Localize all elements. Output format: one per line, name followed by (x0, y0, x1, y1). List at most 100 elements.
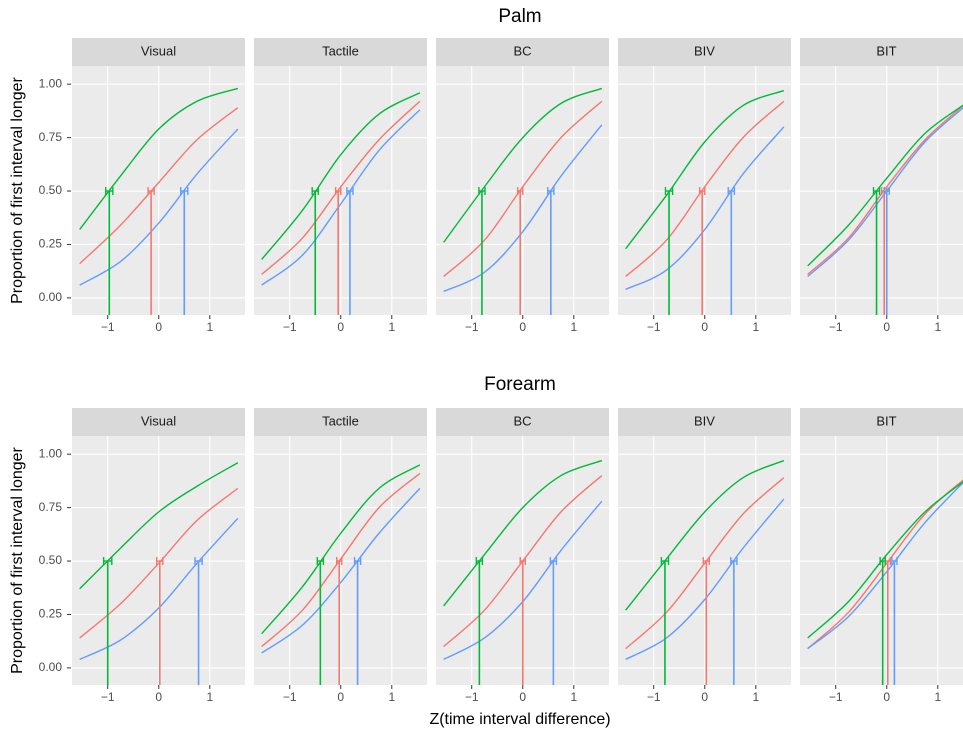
facet-title: Forearm (484, 374, 556, 395)
error-bar (104, 187, 114, 196)
panel: BIV −1 0 1 (618, 38, 791, 334)
curve (79, 107, 239, 265)
strip-label: Visual (141, 413, 176, 428)
panel: Tactile −1 0 1 (254, 408, 427, 704)
strip-bg (618, 38, 791, 66)
strip-label: BC (513, 413, 531, 428)
x-tick-label: 0 (337, 690, 344, 704)
error-bar (879, 557, 886, 566)
y-tick-label: 0.00 (39, 290, 63, 304)
plot-area (807, 104, 963, 315)
curve (807, 481, 963, 650)
x-tick-label: 0 (701, 690, 708, 704)
error-bar (102, 557, 113, 566)
panel: BIV −1 0 1 (618, 408, 791, 704)
strip-bg (72, 38, 245, 66)
x-tick-label: −1 (647, 690, 661, 704)
plot-area (443, 459, 603, 685)
x-tick-label: 0 (155, 320, 162, 334)
curve (443, 87, 603, 243)
x-tick-label: −1 (829, 690, 843, 704)
error-bar (698, 187, 706, 196)
strip-bg (800, 408, 963, 436)
y-axis-title: Proportion of first interval longer (9, 446, 26, 673)
plot-area (443, 87, 603, 315)
strip-bg (72, 408, 245, 436)
plot-area (79, 87, 239, 315)
x-tick-label: 1 (206, 320, 213, 334)
curve (261, 100, 421, 275)
error-bar (147, 187, 155, 196)
error-bar (156, 557, 164, 566)
strip-bg (254, 408, 427, 436)
x-tick-label: −1 (647, 320, 661, 334)
panel: BIT −1 0 1 (800, 408, 963, 704)
y-tick-label: 0.50 (39, 553, 63, 567)
y-tick-label: 1.00 (39, 76, 63, 90)
error-bar (311, 187, 320, 196)
curve (79, 87, 239, 230)
curve (443, 459, 603, 607)
strip-bg (254, 38, 427, 66)
plot-area (261, 92, 421, 315)
y-tick-label: 0.25 (39, 237, 63, 251)
x-tick-label: −1 (101, 690, 115, 704)
curve (807, 104, 963, 267)
strip-bg (800, 38, 963, 66)
curve (261, 472, 421, 648)
curve (443, 100, 603, 278)
x-tick-label: 0 (883, 690, 890, 704)
panel: BC −1 0 1 (436, 408, 609, 704)
x-tick-label: 1 (206, 690, 213, 704)
y-tick-label: 0.75 (39, 500, 63, 514)
x-tick-label: −1 (465, 320, 479, 334)
curve (79, 128, 239, 286)
panel: Visual −1 0 1 (72, 38, 245, 334)
x-tick-label: −1 (283, 320, 297, 334)
curve (807, 104, 963, 275)
strip-label: BC (513, 43, 531, 58)
error-bar (335, 557, 343, 566)
y-tick-label: 1.00 (39, 446, 63, 460)
error-bar (872, 187, 881, 196)
panel: Visual −1 0 1 (72, 408, 245, 704)
x-axis-title: Z(time interval difference) (429, 711, 610, 728)
curve (261, 487, 421, 654)
curve (261, 464, 421, 635)
strip-label: BIT (876, 43, 896, 58)
error-bar (549, 557, 558, 566)
error-bar (727, 187, 736, 196)
plot-area (807, 479, 963, 685)
plot-area (261, 464, 421, 685)
curve (443, 124, 603, 293)
error-bar (664, 187, 674, 196)
error-bar (516, 187, 524, 196)
x-tick-label: 1 (934, 690, 941, 704)
panel: BC −1 0 1 (436, 38, 609, 334)
strip-label: Visual (141, 43, 176, 58)
x-tick-label: 1 (752, 690, 759, 704)
curve (625, 498, 785, 660)
curve (625, 459, 785, 611)
error-bar (316, 557, 325, 566)
y-axis-title: Proportion of first interval longer (9, 76, 26, 303)
plot-area (625, 89, 785, 315)
strip-label: Tactile (322, 43, 359, 58)
y-tick-label: 0.00 (39, 660, 63, 674)
facet-title: Palm (498, 6, 541, 27)
error-bar (547, 187, 555, 196)
x-tick-label: 1 (388, 320, 395, 334)
x-tick-label: 1 (752, 320, 759, 334)
x-tick-label: 0 (155, 690, 162, 704)
y-tick-label: 0.50 (39, 183, 63, 197)
error-bar (478, 187, 486, 196)
error-bar (730, 557, 738, 566)
plot-area (625, 459, 785, 685)
x-tick-label: −1 (465, 690, 479, 704)
x-tick-label: 0 (519, 320, 526, 334)
curve (625, 126, 785, 290)
error-bar (660, 557, 670, 566)
curve (625, 477, 785, 650)
